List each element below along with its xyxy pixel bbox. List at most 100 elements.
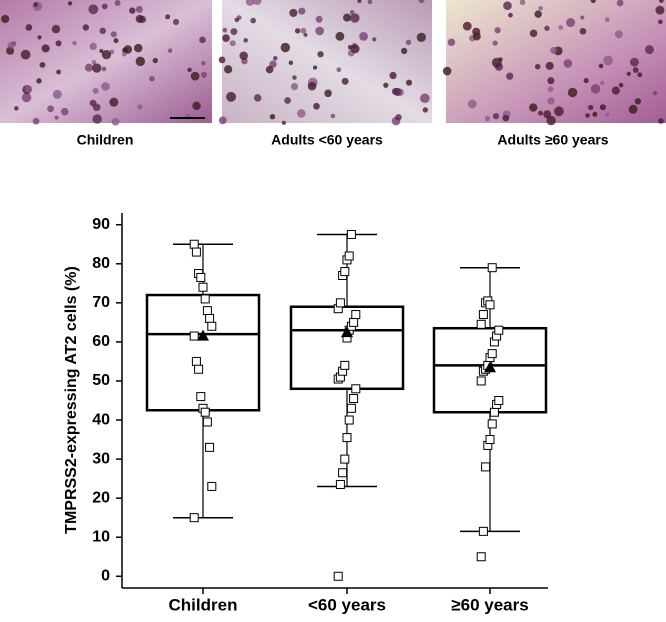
data-point: [494, 325, 504, 335]
cell: [590, 0, 596, 3]
cell: [92, 87, 99, 94]
cell: [110, 31, 117, 38]
micrograph-texture: [1, 0, 665, 126]
cell: [84, 63, 93, 72]
data-point: [338, 468, 348, 478]
cell: [218, 116, 227, 125]
data-point: [340, 454, 350, 464]
cell: [313, 65, 318, 70]
data-point: [478, 310, 488, 320]
data-point: [476, 376, 486, 386]
cell: [462, 21, 472, 31]
cell: [405, 79, 413, 86]
cell: [484, 115, 491, 122]
cell: [272, 56, 278, 61]
cell: [24, 85, 33, 93]
cell: [315, 26, 324, 36]
plot: 0 10 20 30 40 50 60 70 80 90 Children <60 years ≥60 …: [92, 213, 548, 614]
cell: [36, 78, 42, 84]
data-point: [189, 513, 199, 523]
y-tick-label: 50: [92, 372, 110, 389]
cell: [652, 90, 658, 96]
cell: [563, 59, 573, 68]
cell: [567, 87, 578, 98]
cell: [393, 87, 402, 96]
cell: [297, 109, 306, 118]
cell: [92, 103, 101, 112]
cell: [303, 32, 308, 37]
cell: [655, 5, 665, 15]
data-point: [202, 417, 212, 427]
cell: [222, 34, 230, 42]
cell: [580, 15, 585, 20]
cell: [88, 4, 99, 15]
cell: [658, 19, 663, 25]
data-point: [340, 360, 350, 370]
data-point: [344, 251, 354, 261]
y-tick-label: 70: [92, 294, 110, 311]
cell: [472, 27, 481, 36]
cell: [51, 24, 61, 34]
cell: [618, 82, 624, 88]
data-point: [202, 306, 212, 316]
cell: [60, 107, 69, 116]
cell: [467, 99, 477, 109]
cell: [558, 25, 564, 30]
y-tick-label: 90: [92, 216, 110, 233]
cell: [52, 89, 62, 99]
data-point: [196, 272, 206, 282]
cell: [604, 17, 610, 23]
cell: [289, 8, 298, 17]
cell: [56, 69, 61, 75]
data-point: [489, 407, 499, 417]
cell: [135, 56, 146, 67]
cell: [554, 106, 564, 117]
cell: [172, 18, 180, 25]
cell: [506, 72, 514, 80]
cell: [418, 0, 425, 4]
micrograph: [0, 0, 212, 123]
data-point: [349, 317, 359, 327]
data-point: [485, 435, 495, 445]
cell: [343, 13, 352, 22]
cell: [383, 82, 389, 88]
cell: [583, 77, 589, 84]
cell: [67, 1, 73, 6]
cell: [201, 61, 206, 66]
cell: [330, 113, 336, 119]
cell: [599, 104, 606, 111]
data-point: [335, 298, 345, 308]
cell: [336, 67, 342, 73]
cell: [226, 91, 237, 102]
cell: [187, 67, 192, 73]
cell: [101, 66, 107, 72]
cell: [101, 49, 112, 60]
cell: [6, 46, 15, 55]
cell: [21, 92, 32, 103]
cell: [149, 75, 155, 82]
cell: [269, 113, 276, 120]
cell: [605, 112, 610, 117]
cell: [566, 18, 576, 28]
cell: [33, 2, 39, 7]
cell: [372, 37, 377, 42]
cell: [91, 60, 97, 65]
cell: [199, 36, 206, 44]
cell: [616, 0, 624, 7]
cell: [519, 0, 526, 6]
cell: [313, 102, 320, 110]
cell: [357, 0, 362, 4]
data-point: [351, 310, 361, 320]
cell: [25, 24, 33, 31]
mean-marker: [484, 361, 496, 373]
cell: [547, 86, 554, 93]
micrograph: [222, 0, 432, 123]
data-point: [207, 321, 217, 331]
y-tick-label: 20: [92, 489, 110, 506]
cell: [611, 86, 620, 95]
cell: [123, 45, 133, 54]
cell: [634, 98, 642, 105]
cell: [230, 28, 238, 36]
cell: [628, 104, 638, 114]
